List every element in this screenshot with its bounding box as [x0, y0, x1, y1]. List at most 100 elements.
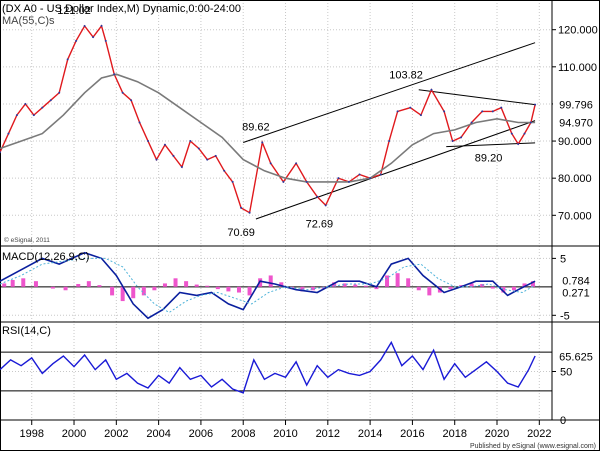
price-point: [324, 204, 327, 207]
price-annotation: 89.20: [475, 152, 503, 164]
x-tick-label: 2004: [146, 428, 170, 440]
macd-histogram-bar: [110, 286, 115, 296]
x-tick-label: 2002: [104, 428, 128, 440]
macd-histogram-bar: [530, 281, 535, 287]
ma-value-tag-box: [553, 115, 599, 130]
price-point: [104, 39, 107, 42]
macd-histogram-bar: [279, 282, 284, 287]
price-point: [529, 121, 532, 124]
price-point: [491, 110, 494, 113]
macd-value-tag-box: [553, 273, 599, 288]
price-point: [100, 24, 103, 27]
price-annotation: 121.02: [57, 5, 91, 17]
price-y-tick-label: 80.000: [558, 173, 592, 185]
price-point: [130, 99, 133, 102]
last-price-tag: 99.796: [559, 100, 593, 112]
price-annotation: 89.62: [242, 122, 270, 134]
macd-histogram-bar: [131, 286, 136, 299]
price-point: [295, 162, 298, 165]
price-point: [470, 121, 473, 124]
macd-histogram-bar: [448, 286, 453, 290]
macd-histogram-bar: [406, 278, 411, 287]
macd-histogram-bar: [50, 286, 55, 289]
price-point: [337, 177, 340, 180]
price-point: [7, 132, 10, 135]
macd-histogram-bar: [184, 281, 189, 287]
price-point: [24, 102, 27, 105]
x-tick-label: 2006: [189, 428, 213, 440]
x-tick-label: 2020: [485, 428, 509, 440]
price-y-tick-label: 110.000: [558, 62, 597, 74]
price-point: [430, 88, 433, 91]
price-point: [155, 158, 158, 161]
price-point: [379, 173, 382, 176]
macd-histogram-bar: [427, 286, 432, 296]
price-point: [240, 206, 243, 209]
price-y-tick-label: 120.000: [558, 25, 598, 37]
macd-histogram-bar: [395, 273, 400, 287]
x-tick-label: 1998: [19, 428, 43, 440]
macd-histogram-bar: [97, 285, 102, 287]
x-tick-label: 2016: [400, 428, 424, 440]
price-point: [172, 154, 175, 157]
macd-histogram-bar: [374, 286, 379, 290]
price-point: [197, 147, 200, 150]
macd-line: [0, 251, 536, 320]
macd-histogram-bar: [173, 278, 178, 287]
chart-title: (DX A0 - US Dollar Index,M) Dynamic,0:00…: [2, 3, 241, 15]
price-y-tick-label: 70.000: [558, 210, 592, 222]
macd-y-tick-label: -5: [560, 310, 570, 322]
macd-histogram-bar: [21, 278, 26, 287]
series-layer: [0, 24, 537, 394]
price-point: [396, 110, 399, 113]
watermark: © eSignal, 2011: [4, 236, 50, 244]
macd-histogram-bar: [353, 284, 358, 287]
price-point: [15, 114, 18, 117]
price-point: [223, 169, 226, 172]
price-point: [261, 141, 264, 144]
price-point: [83, 24, 86, 27]
channel-line: [446, 142, 536, 148]
ma-label: MA(55,C)s: [2, 15, 55, 27]
footer-credit: Published by eSignal (www.esignal.com): [470, 443, 596, 450]
price-point: [510, 132, 513, 135]
price-line: [0, 24, 536, 214]
grid: [0, 0, 556, 425]
price-point: [163, 143, 166, 146]
macd-histogram-bar: [2, 283, 7, 287]
price-point: [460, 136, 463, 139]
price-point: [347, 180, 350, 183]
rsi-value-tag-box: [553, 349, 599, 364]
x-tick-label: 2012: [316, 428, 340, 440]
macd-histogram-bar: [194, 284, 199, 287]
ma-value-tag: 94.970: [559, 118, 593, 130]
price-point: [316, 195, 319, 198]
ma55-line: [0, 73, 536, 183]
price-point: [92, 36, 95, 39]
macd-histogram-bar: [120, 286, 125, 302]
macd-histogram-bar: [311, 286, 316, 291]
macd-histogram-bar: [469, 283, 474, 287]
x-tick-label: 2018: [442, 428, 466, 440]
price-point: [517, 143, 520, 146]
price-point: [500, 106, 503, 109]
price-point: [214, 154, 217, 157]
rsi-value-tag: 65.625: [559, 351, 593, 363]
x-tick-label: 2008: [231, 428, 255, 440]
macd-histogram-bar: [247, 286, 252, 296]
macd-histogram-bar: [33, 281, 38, 287]
macd-histogram-bar: [236, 286, 241, 293]
price-annotation: 72.69: [306, 219, 334, 231]
price-point: [358, 173, 361, 176]
signal-line: [0, 257, 536, 314]
price-point: [282, 180, 285, 183]
channel-line: [418, 89, 536, 106]
price-point: [269, 162, 272, 165]
channel-line: [255, 120, 536, 220]
macd-histogram-bar: [162, 283, 167, 287]
macd-histogram-bar: [86, 281, 91, 287]
price-point: [66, 58, 69, 61]
